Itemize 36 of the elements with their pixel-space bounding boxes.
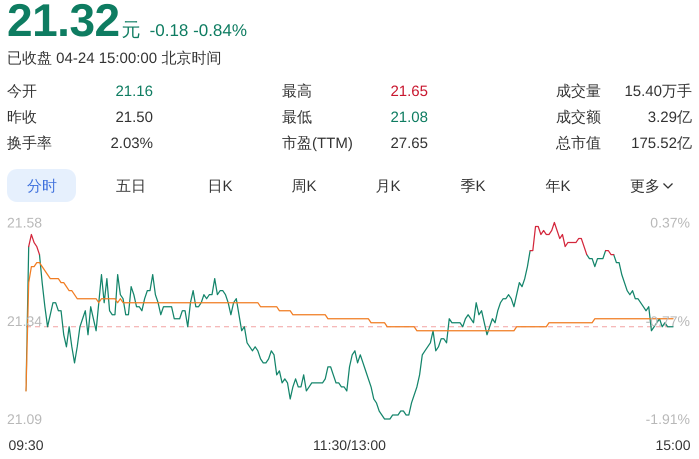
text: 3.29亿 <box>648 108 692 126</box>
text: 五日 <box>116 178 146 194</box>
text: 换手率 <box>7 134 52 152</box>
text: 175.52亿 <box>631 134 692 152</box>
text: 最高 <box>282 82 312 100</box>
text: 2.03% <box>110 134 153 152</box>
text: 总市值 <box>556 134 601 152</box>
chart-subtitle: -0.18 -0.84% <box>150 21 247 40</box>
text: 21.50 <box>115 108 153 126</box>
text: 日K <box>207 178 233 194</box>
text: 21.65 <box>390 82 428 100</box>
text: 21.08 <box>390 108 428 126</box>
text: 成交额 <box>556 108 601 126</box>
chart-title: 21.32元 <box>7 0 141 46</box>
text: 27.65 <box>390 134 428 152</box>
y-tick-label: 21.09 <box>7 411 42 427</box>
text: 最低 <box>282 108 312 126</box>
text: 分时 <box>27 178 57 194</box>
text: 市盈(TTM) <box>282 134 353 152</box>
x-tick-label: 11:30/13:00 <box>313 437 386 453</box>
text: 更多 <box>630 178 660 194</box>
text: 已收盘 04-24 15:00:00 北京时间 <box>7 50 222 66</box>
text: 昨收 <box>7 108 37 126</box>
text: 月K <box>375 178 401 194</box>
text: 成交量 <box>556 82 601 100</box>
text: 15.40万手 <box>624 82 692 100</box>
y2-tick-label: 0.37% <box>650 214 690 230</box>
y-tick-label: 21.58 <box>7 214 42 230</box>
text: 21.16 <box>115 82 153 100</box>
text: 周K <box>291 178 317 194</box>
text: 年K <box>545 178 571 194</box>
x-tick-label: 09:30 <box>8 437 44 453</box>
text: 今开 <box>7 82 37 100</box>
text: 季K <box>460 178 486 194</box>
y2-tick-label: -1.91% <box>646 411 690 427</box>
x-tick-label: 15:00 <box>655 437 691 453</box>
